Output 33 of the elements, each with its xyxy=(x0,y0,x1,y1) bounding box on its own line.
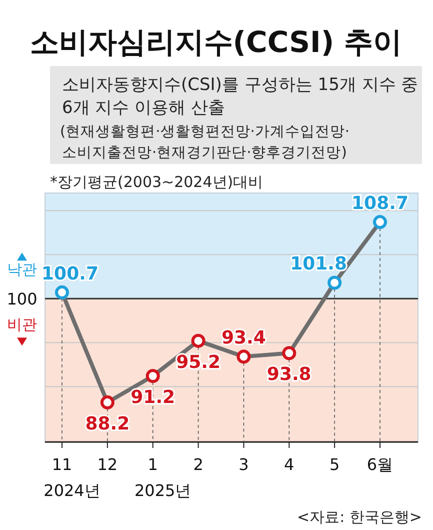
point xyxy=(328,276,342,290)
data-label: 88.2 xyxy=(85,413,130,434)
data-label: 108.7 xyxy=(352,193,408,214)
point xyxy=(191,334,206,348)
text: *장기평균(2003~2024년)대비 xyxy=(50,173,264,191)
x-tick-label: 1 xyxy=(148,455,158,474)
band-label: 비관 xyxy=(7,316,37,334)
data-label: 93.4 xyxy=(222,328,266,349)
text: 2024년 xyxy=(44,481,100,500)
data-label: 100.7 xyxy=(42,263,98,284)
point xyxy=(236,350,251,364)
ref-line-label: 100 xyxy=(6,290,38,309)
chart-title: 소비자심리지수(CCSI) 추이 xyxy=(30,25,402,59)
point xyxy=(55,285,69,300)
point xyxy=(146,369,160,384)
x-tick-label: 11 xyxy=(52,455,72,474)
band-label: 낙관 xyxy=(7,260,37,279)
x-tick-label: 3 xyxy=(238,455,249,474)
data-label: 93.8 xyxy=(266,364,312,386)
point xyxy=(373,215,387,230)
data-label: 101.8 xyxy=(290,254,348,275)
point xyxy=(282,346,296,360)
chart-subtitle: 소비자동향지수(CSI)를 구성하는 15개 지수 중 6개 지수 이용해 산출 (현재생활형편·생활형편전망·가계수입전망·소비지출전망·현재경기판단·향후경기전망) xyxy=(60,75,418,161)
x-tick-label: 6월 xyxy=(366,455,394,474)
x-tick-label: 2 xyxy=(193,455,204,474)
x-tick-label: 4 xyxy=(284,455,294,474)
text: 2025년 xyxy=(134,481,192,500)
x-tick-label: 5 xyxy=(329,455,340,474)
point xyxy=(100,395,114,410)
data-label: 95.2 xyxy=(176,352,220,373)
text: <자료: 한국은행> xyxy=(297,508,422,526)
data-label: 91.2 xyxy=(130,387,176,408)
x-tick-label: 12 xyxy=(97,455,118,474)
